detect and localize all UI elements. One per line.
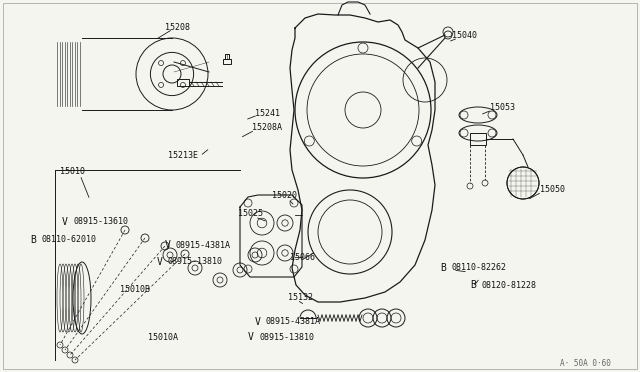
- Text: V: V: [165, 240, 171, 250]
- Text: 15132: 15132: [288, 294, 313, 302]
- Bar: [225, 54, 229, 59]
- Bar: [223, 59, 231, 64]
- Text: 15053: 15053: [490, 103, 515, 112]
- Text: 15020: 15020: [272, 192, 297, 201]
- Text: 08110-62010: 08110-62010: [41, 235, 96, 244]
- Text: A· 50A 0·60: A· 50A 0·60: [560, 359, 611, 368]
- Text: V: V: [62, 217, 68, 227]
- Text: V: V: [157, 257, 163, 267]
- Text: 15010A: 15010A: [148, 334, 178, 343]
- Text: 15010: 15010: [60, 167, 85, 176]
- Text: 15208A: 15208A: [252, 124, 282, 132]
- Text: B: B: [440, 263, 446, 273]
- Text: 15213E: 15213E: [168, 151, 198, 160]
- Text: 15066: 15066: [290, 253, 315, 263]
- Text: 15050: 15050: [540, 186, 565, 195]
- Text: B: B: [470, 280, 476, 290]
- Text: 08915-13610: 08915-13610: [73, 218, 128, 227]
- Bar: [470, 133, 486, 145]
- Text: 15040: 15040: [452, 32, 477, 41]
- Text: 08915-13810: 08915-13810: [259, 333, 314, 341]
- Text: 08120-81228: 08120-81228: [481, 280, 536, 289]
- Text: 15208: 15208: [165, 23, 190, 32]
- Text: V: V: [248, 332, 254, 342]
- Text: B: B: [30, 235, 36, 245]
- Text: 08915-4381A: 08915-4381A: [176, 241, 231, 250]
- Text: 15010B: 15010B: [120, 285, 150, 295]
- Text: 08915-13810: 08915-13810: [168, 257, 223, 266]
- Bar: [177, 79, 189, 86]
- Text: 08915-4381A: 08915-4381A: [266, 317, 321, 327]
- Text: 08110-82262: 08110-82262: [451, 263, 506, 273]
- Text: 15025: 15025: [238, 209, 263, 218]
- Text: 15241: 15241: [255, 109, 280, 118]
- Text: V: V: [255, 317, 261, 327]
